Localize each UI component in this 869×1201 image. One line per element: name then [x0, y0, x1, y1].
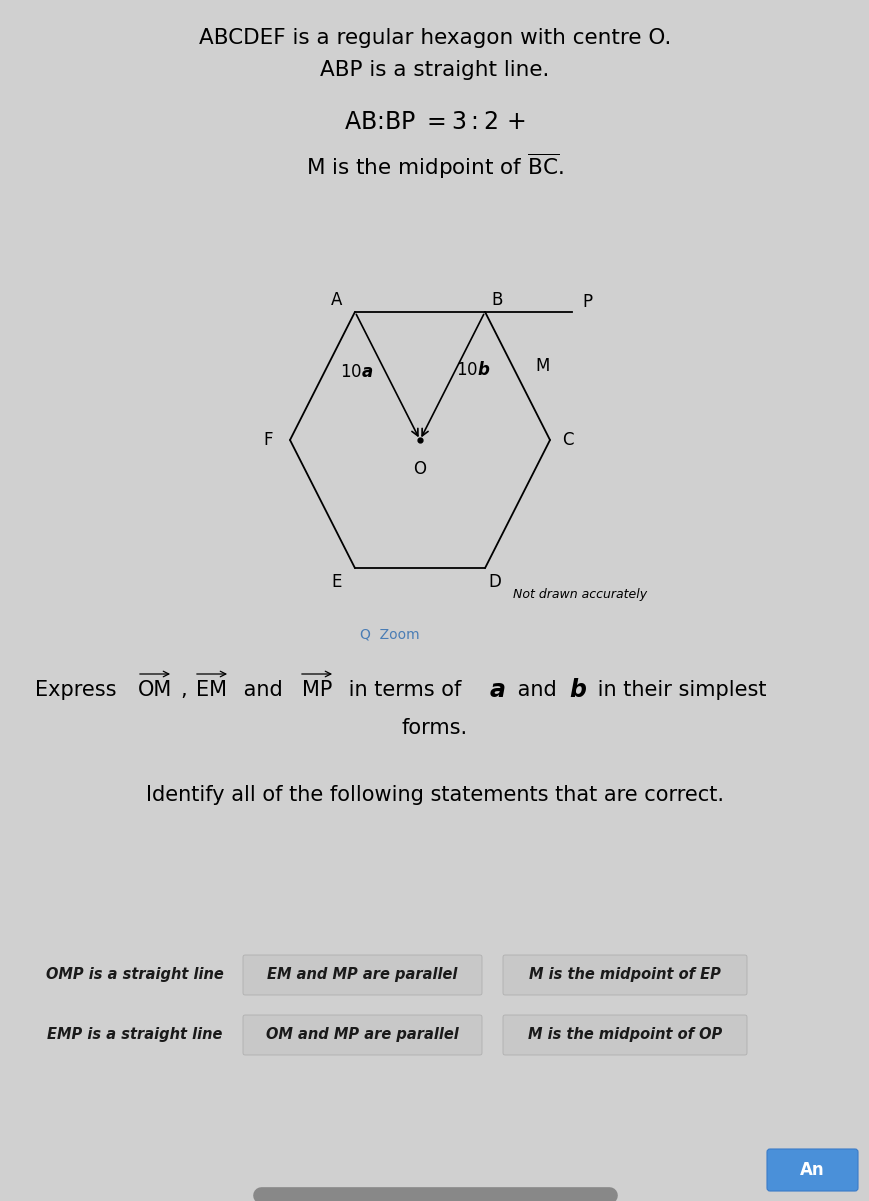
Text: 10$\boldsymbol{a}$: 10$\boldsymbol{a}$: [340, 363, 373, 381]
Text: EM: EM: [196, 680, 227, 700]
Text: O: O: [413, 460, 426, 478]
Text: E: E: [331, 573, 342, 591]
Text: A: A: [331, 291, 342, 309]
Text: Not drawn accurately: Not drawn accurately: [513, 588, 647, 602]
Text: $\boldsymbol{a}$: $\boldsymbol{a}$: [488, 679, 505, 703]
Text: 10$\boldsymbol{b}$: 10$\boldsymbol{b}$: [456, 362, 490, 378]
Text: OM and MP are parallel: OM and MP are parallel: [266, 1028, 458, 1042]
FancyBboxPatch shape: [242, 955, 481, 994]
Text: in terms of: in terms of: [342, 680, 468, 700]
Text: and: and: [510, 680, 563, 700]
Text: OMP is a straight line: OMP is a straight line: [46, 968, 223, 982]
Text: forms.: forms.: [401, 718, 468, 737]
Text: B: B: [491, 291, 502, 309]
Text: MP: MP: [302, 680, 332, 700]
Text: AB:BP $= 3 : 2$ $+$: AB:BP $= 3 : 2$ $+$: [344, 110, 525, 135]
Text: M: M: [535, 357, 549, 375]
FancyBboxPatch shape: [766, 1149, 857, 1191]
Text: Q  Zoom: Q Zoom: [360, 628, 420, 643]
Text: Express: Express: [35, 680, 123, 700]
Text: M is the midpoint of OP: M is the midpoint of OP: [527, 1028, 721, 1042]
Text: M is the midpoint of $\overline{\mathrm{BC}}$.: M is the midpoint of $\overline{\mathrm{…: [306, 153, 563, 181]
Text: in their simplest: in their simplest: [590, 680, 766, 700]
Text: ,: ,: [180, 680, 187, 700]
Text: F: F: [263, 431, 273, 449]
Text: M is the midpoint of EP: M is the midpoint of EP: [528, 968, 720, 982]
Text: $\boldsymbol{b}$: $\boldsymbol{b}$: [568, 679, 587, 703]
Text: ABCDEF is a regular hexagon with centre O.: ABCDEF is a regular hexagon with centre …: [199, 28, 670, 48]
FancyBboxPatch shape: [242, 1015, 481, 1054]
FancyBboxPatch shape: [502, 955, 746, 994]
Text: ABP is a straight line.: ABP is a straight line.: [320, 60, 549, 80]
Text: An: An: [799, 1161, 824, 1179]
Text: Identify all of the following statements that are correct.: Identify all of the following statements…: [146, 785, 723, 805]
Text: C: C: [561, 431, 573, 449]
Text: D: D: [488, 573, 501, 591]
Text: P: P: [582, 293, 592, 311]
Text: EM and MP are parallel: EM and MP are parallel: [267, 968, 457, 982]
FancyBboxPatch shape: [502, 1015, 746, 1054]
Text: and: and: [236, 680, 289, 700]
Text: EMP is a straight line: EMP is a straight line: [47, 1028, 222, 1042]
Text: OM: OM: [137, 680, 172, 700]
